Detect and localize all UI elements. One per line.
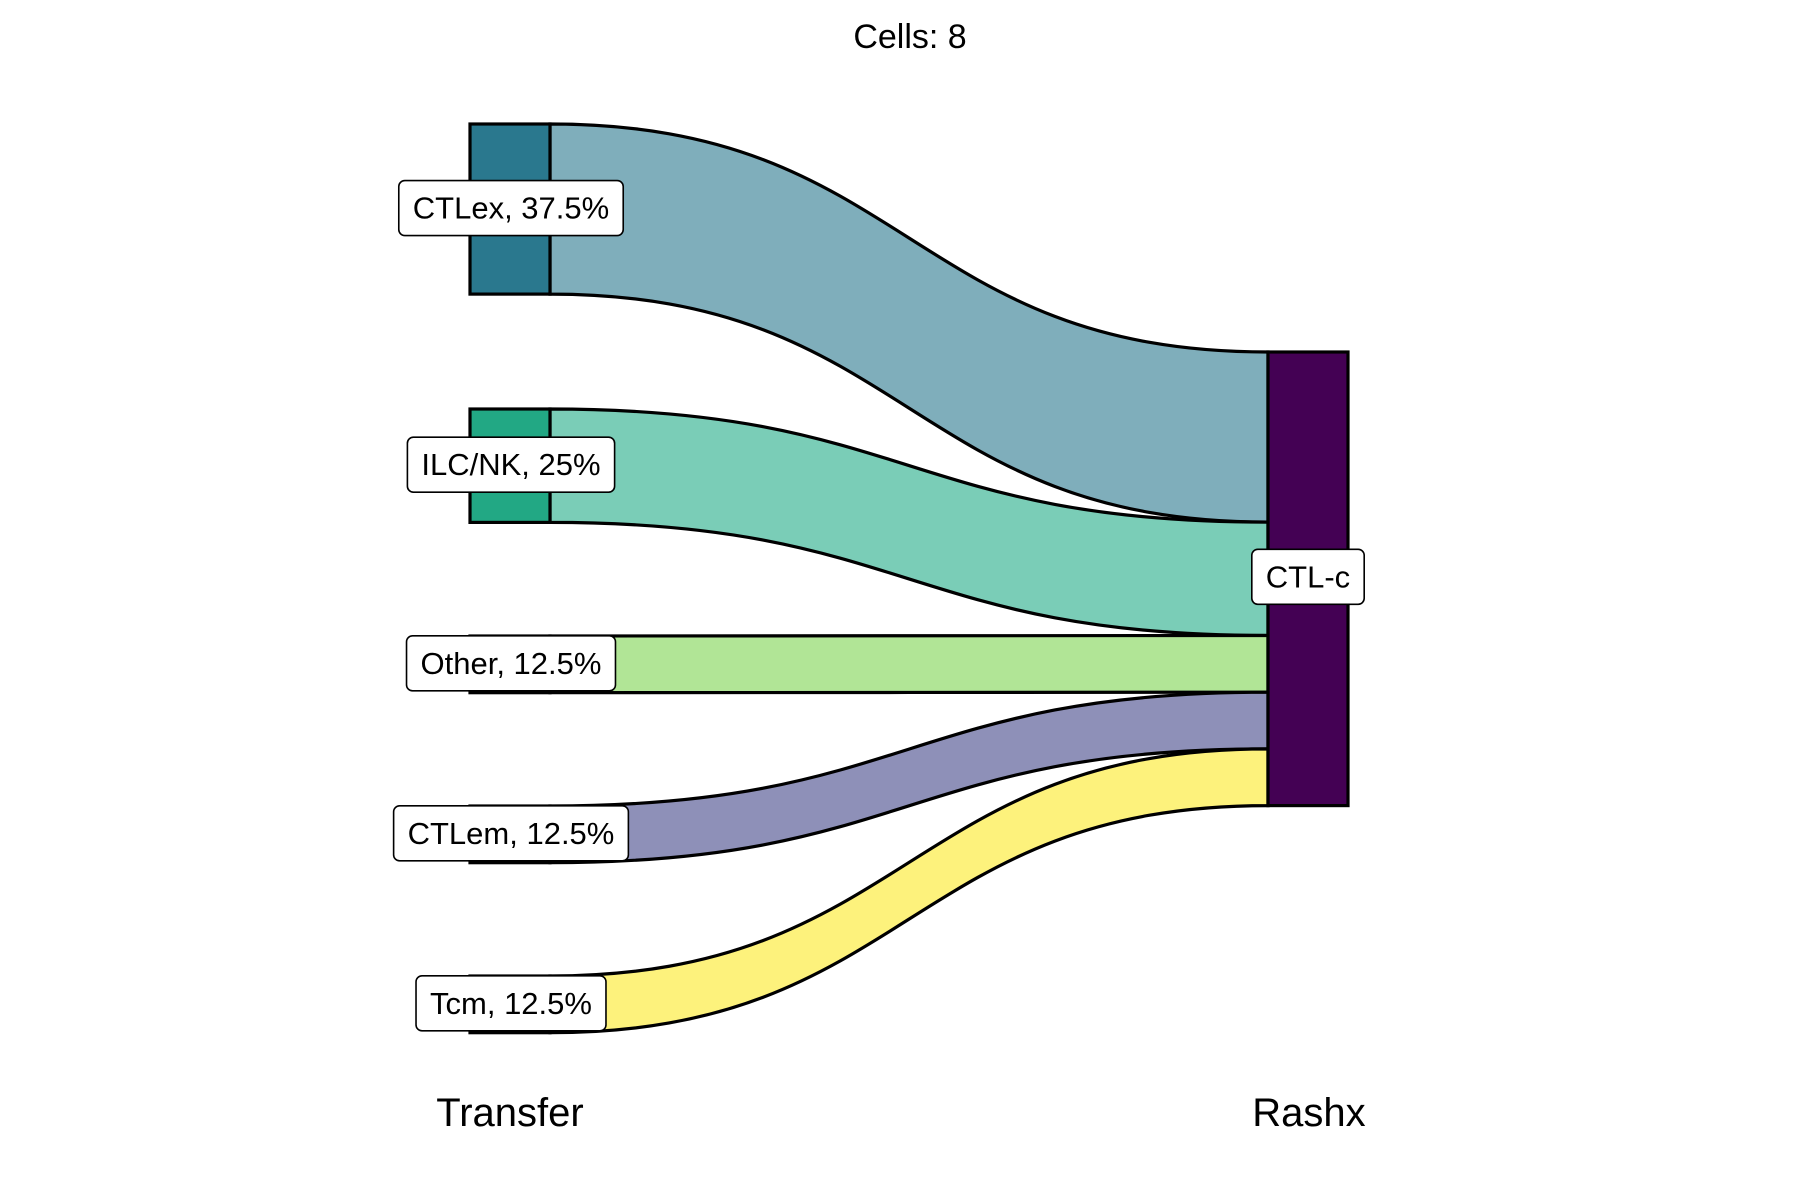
label-ctlex-box (397, 179, 625, 237)
axis-label-rashx: Rashx (1252, 1091, 1365, 1135)
label-tcm-box (415, 975, 607, 1032)
flows-layer (548, 122, 1270, 1035)
chart-title: Cells: 8 (853, 18, 966, 56)
labels-layer: CTLex, 37.5% ILC/NK, 25% Other, 12.5% CTLem… (392, 179, 1365, 1032)
label-tcm: Tcm, 12.5% (415, 975, 607, 1032)
label-other-text: Other, 12.5% (421, 646, 602, 681)
label-tcm-text: Tcm, 12.5% (430, 986, 592, 1021)
flow-other-to-ctl-c (548, 633, 1270, 695)
label-ctl-c-text: CTL-c (1266, 559, 1350, 594)
label-ctl-c: CTL-c (1251, 548, 1365, 606)
label-ctlem-box (392, 805, 630, 862)
label-ctlex-text: CTLex, 37.5% (413, 191, 609, 226)
label-ilc-nk: ILC/NK, 25% (406, 436, 616, 494)
axis-label-transfer: Transfer (436, 1091, 583, 1135)
label-ctlex: CTLex, 37.5% (397, 179, 625, 237)
label-ctlem-text: CTLem, 12.5% (408, 816, 615, 851)
label-ilc-nk-text: ILC/NK, 25% (421, 447, 600, 482)
label-other: Other, 12.5% (405, 635, 617, 692)
label-other-box (405, 635, 617, 692)
label-ctlem: CTLem, 12.5% (392, 805, 630, 862)
label-ctl-c-box (1251, 548, 1365, 606)
label-ilc-nk-box (406, 436, 616, 494)
